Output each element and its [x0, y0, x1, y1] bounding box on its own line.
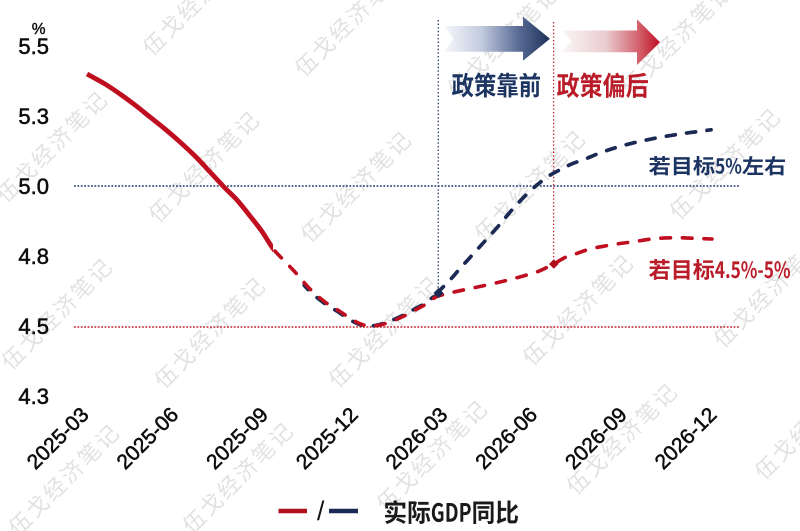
- svg-text:5.3: 5.3: [18, 104, 49, 129]
- svg-text:4.3: 4.3: [18, 384, 49, 409]
- svg-text:4.5: 4.5: [18, 314, 49, 339]
- svg-text:%: %: [32, 21, 46, 38]
- svg-text:4.8: 4.8: [18, 244, 49, 269]
- svg-text:5.0: 5.0: [18, 174, 49, 199]
- svg-text:/: /: [317, 496, 325, 526]
- svg-text:5.5: 5.5: [18, 34, 49, 59]
